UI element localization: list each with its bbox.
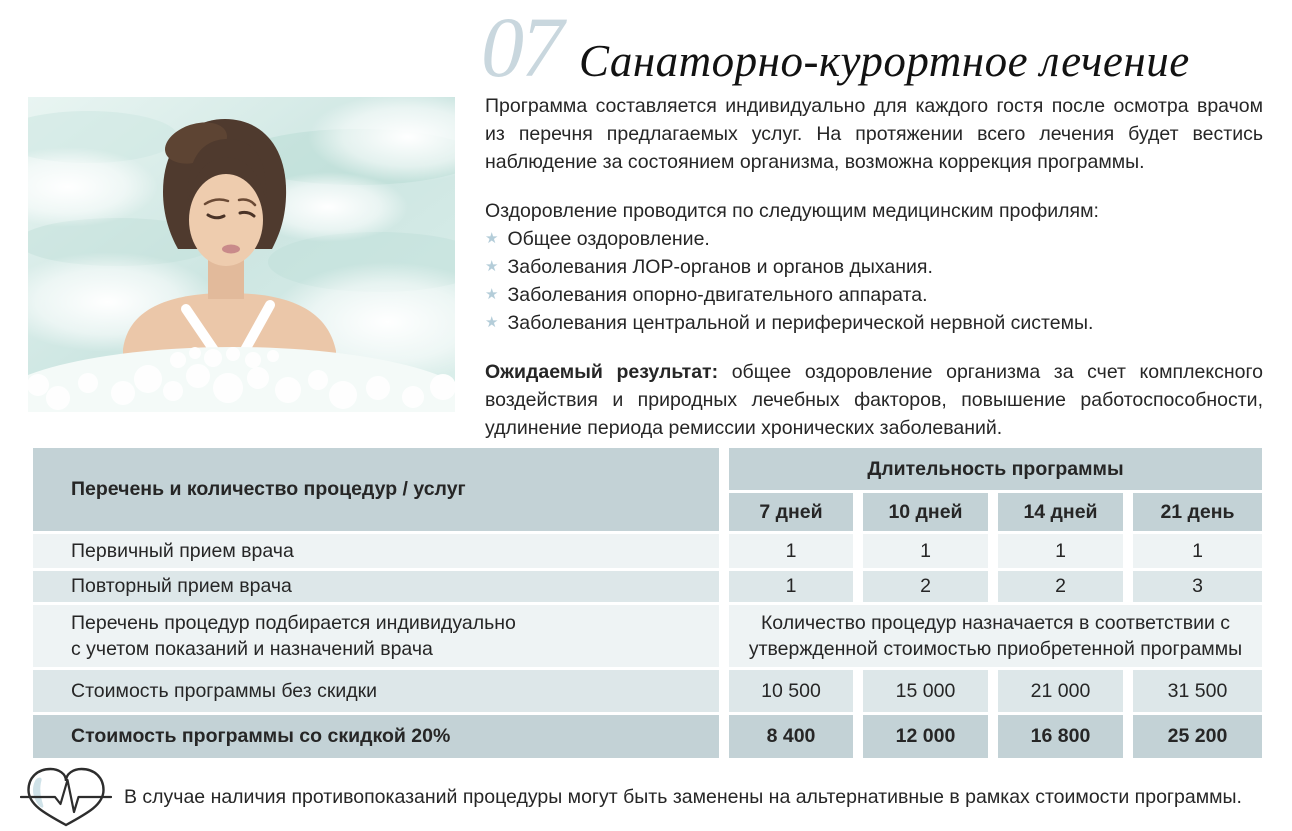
list-item: ★ Заболевания центральной и периферическ… bbox=[485, 309, 1263, 337]
merged-cell-line: утвержденной стоимостью приобретенной пр… bbox=[748, 638, 1243, 660]
pricing-table: Перечень и количество процедур / услуг Д… bbox=[33, 448, 1262, 758]
profile-text: Общее оздоровление. bbox=[507, 228, 710, 250]
table-cell: 25 200 bbox=[1133, 715, 1262, 758]
spa-photo bbox=[28, 97, 455, 412]
table-cell: 3 bbox=[1133, 571, 1262, 602]
table-cell: 15 000 bbox=[863, 670, 988, 712]
table-cell: 10 500 bbox=[729, 670, 853, 712]
table-header-services: Перечень и количество процедур / услуг bbox=[33, 448, 719, 531]
table-header-duration: Длительность программы bbox=[729, 448, 1262, 490]
table-cell: 16 800 bbox=[998, 715, 1123, 758]
heart-pulse-icon bbox=[20, 767, 112, 827]
profile-text: Заболевания центральной и периферической… bbox=[507, 312, 1094, 334]
star-icon: ★ bbox=[485, 314, 499, 331]
column-header-10days: 10 дней bbox=[863, 493, 988, 531]
page-title: Санаторно-курортное лечение bbox=[579, 36, 1190, 86]
footnote: В случае наличия противопоказаний процед… bbox=[20, 766, 1242, 828]
intro-section: Программа составляется индивидуально для… bbox=[485, 92, 1263, 442]
table-cell: 1 bbox=[1133, 534, 1262, 568]
table-cell: 2 bbox=[863, 571, 988, 602]
page-header: 07 Санаторно-курортное лечение bbox=[481, 4, 1190, 90]
row-label-line: с учетом показаний и назначений врача bbox=[71, 638, 433, 660]
star-icon: ★ bbox=[485, 230, 499, 247]
spa-photo-illustration bbox=[28, 97, 455, 412]
table-row-label: Перечень процедур подбирается индивидуал… bbox=[33, 605, 719, 667]
table-row-label: Стоимость программы без скидки bbox=[33, 670, 719, 712]
profiles-heading: Оздоровление проводится по следующим мед… bbox=[485, 200, 1099, 222]
table-merged-cell: Количество процедур назначается в соотве… bbox=[729, 605, 1262, 667]
table-row-label: Стоимость программы со скидкой 20% bbox=[33, 715, 719, 758]
table-cell: 1 bbox=[998, 534, 1123, 568]
star-icon: ★ bbox=[485, 286, 499, 303]
table-cell: 2 bbox=[998, 571, 1123, 602]
table-cell: 1 bbox=[863, 534, 988, 568]
table-row-label: Повторный прием врача bbox=[33, 571, 719, 602]
table-cell: 21 000 bbox=[998, 670, 1123, 712]
column-header-21days: 21 день bbox=[1133, 493, 1262, 531]
list-item: ★ Общее оздоровление. bbox=[485, 225, 1263, 253]
profiles-list: ★ Общее оздоровление. ★ Заболевания ЛОР-… bbox=[485, 225, 1263, 337]
profile-text: Заболевания ЛОР-органов и органов дыхани… bbox=[507, 256, 933, 278]
result-label: Ожидаемый результат: bbox=[485, 361, 719, 383]
table-cell: 8 400 bbox=[729, 715, 853, 758]
merged-cell-line: Количество процедур назначается в соотве… bbox=[760, 612, 1231, 634]
column-header-14days: 14 дней bbox=[998, 493, 1123, 531]
table-cell: 31 500 bbox=[1133, 670, 1262, 712]
column-header-7days: 7 дней bbox=[729, 493, 853, 531]
expected-result: Ожидаемый результат: общее оздоровление … bbox=[485, 358, 1263, 442]
footnote-text: В случае наличия противопоказаний процед… bbox=[124, 785, 1242, 808]
table-cell: 12 000 bbox=[863, 715, 988, 758]
list-item: ★ Заболевания ЛОР-органов и органов дыха… bbox=[485, 253, 1263, 281]
table-cell: 1 bbox=[729, 534, 853, 568]
row-label-line: Перечень процедур подбирается индивидуал… bbox=[71, 612, 516, 634]
table-cell: 1 bbox=[729, 571, 853, 602]
table-row-label: Первичный прием врача bbox=[33, 534, 719, 568]
section-number: 07 bbox=[481, 0, 564, 95]
profile-text: Заболевания опорно-двигательного аппарат… bbox=[507, 284, 928, 306]
list-item: ★ Заболевания опорно-двигательного аппар… bbox=[485, 281, 1263, 309]
intro-paragraph: Программа составляется индивидуально для… bbox=[485, 95, 1263, 173]
result-text: общее оздоровление организма за счет ком… bbox=[485, 361, 1263, 439]
star-icon: ★ bbox=[485, 258, 499, 275]
